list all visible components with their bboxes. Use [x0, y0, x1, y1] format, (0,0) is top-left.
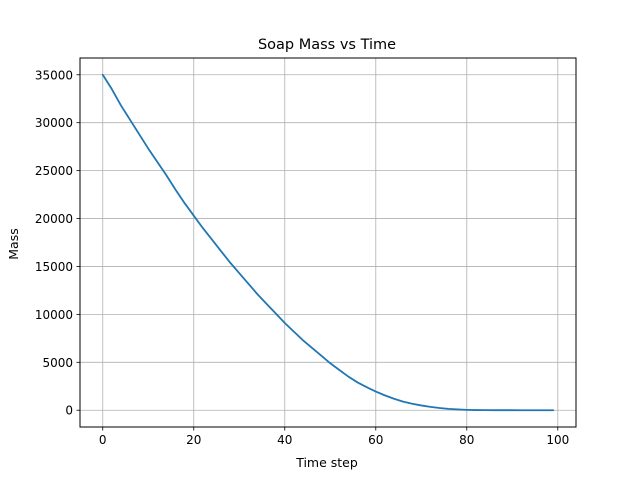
x-tick-label: 40: [277, 433, 292, 447]
x-tick-label: 100: [546, 433, 569, 447]
y-tick-label: 25000: [35, 164, 73, 178]
y-tick-label: 20000: [35, 212, 73, 226]
x-tick-label: 80: [459, 433, 474, 447]
x-axis-ticks: 0 20 40 60 80 100: [99, 427, 569, 447]
y-tick-label: 30000: [35, 116, 73, 130]
chart-title: Soap Mass vs Time: [258, 37, 396, 53]
y-tick-label: 15000: [35, 260, 73, 274]
plot-frame: [79, 57, 577, 428]
y-tick-label: 0: [65, 404, 73, 418]
y-tick-label: 10000: [35, 308, 73, 322]
x-tick-label: 60: [368, 433, 383, 447]
x-axis-label: Time step: [295, 455, 358, 470]
y-tick-label: 35000: [35, 68, 73, 82]
y-axis-ticks: 0 5000 10000 15000 20000 25000 30000 35000: [35, 68, 80, 418]
x-tick-label: 20: [186, 433, 201, 447]
series-line: [101, 73, 555, 412]
y-tick-label: 5000: [42, 356, 73, 370]
y-axis-label: Mass: [6, 228, 21, 259]
x-tick-label: 0: [99, 433, 107, 447]
series-layer: [101, 73, 555, 412]
